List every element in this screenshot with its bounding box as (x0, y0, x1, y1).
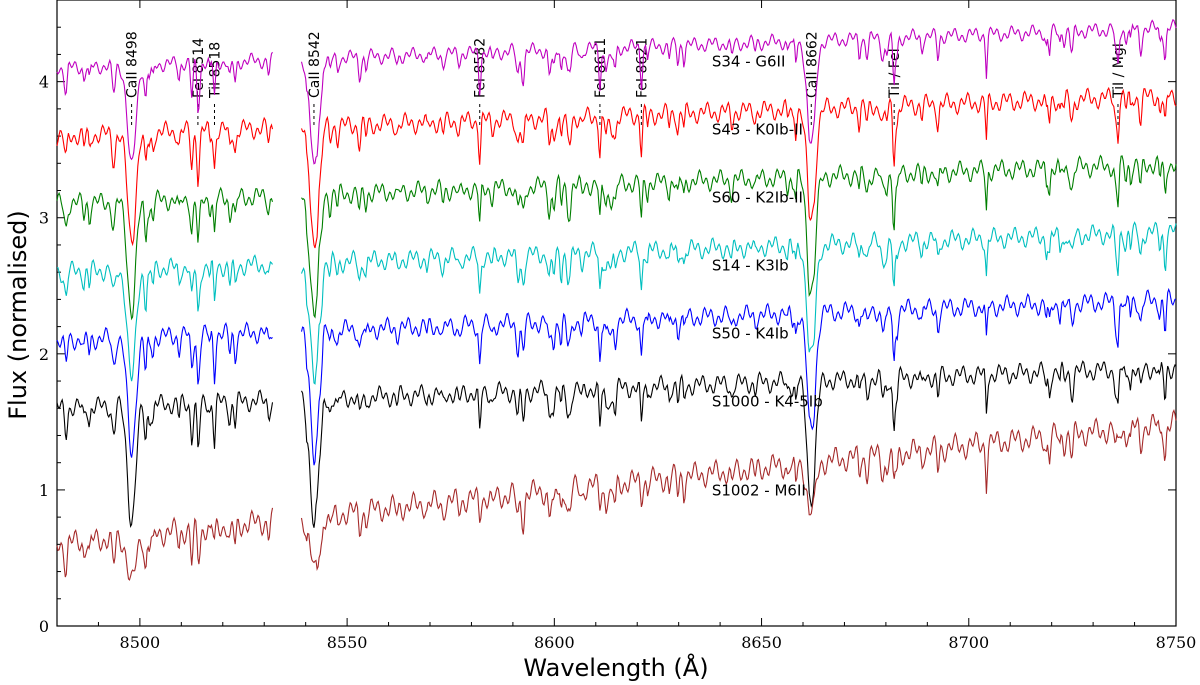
x-tick-label: 8500 (120, 633, 161, 652)
spectrum-line (300, 287, 1177, 466)
spectrum-line (56, 507, 274, 581)
spectrum-line (56, 51, 273, 161)
spectrum-line (56, 254, 273, 382)
x-tick-label: 8650 (741, 633, 782, 652)
series-label: S43 - K0Ib-II (712, 120, 803, 138)
spectrum-line (300, 221, 1177, 385)
x-tick-label: 8750 (1156, 633, 1197, 652)
spectrum-line (301, 154, 1177, 319)
spectrum-line (56, 116, 274, 247)
spectrum-line (300, 408, 1177, 572)
y-tick-label: 3 (39, 209, 49, 228)
y-axis-title: Flux (normalised) (4, 210, 32, 420)
plot-frame (56, 0, 1177, 627)
line-markers: CaII 8498 FeI 8514 TiI 8518 CaII 8542 FeI 85… (125, 31, 1127, 128)
x-tick-label: 8600 (534, 633, 575, 652)
series-label: S1000 - K4-5Ib (712, 393, 823, 411)
y-tick-label: 4 (39, 73, 49, 92)
spectrum-line (56, 321, 273, 458)
x-axis-title: Wavelength (Å) (523, 653, 708, 682)
line-marker-label: CaII 8542 (307, 31, 323, 98)
spectrum-line (56, 186, 274, 321)
x-tick-label: 8700 (948, 633, 989, 652)
series-label: S14 - K3Ib (712, 257, 789, 275)
series-label: S34 - G6II (712, 52, 786, 70)
y-tick-label: 1 (39, 481, 49, 500)
line-marker-label: CaII 8498 (125, 31, 141, 98)
axis-ticks: 8500 8550 8600 8650 8700 8750 0 1 2 3 4 (39, 0, 1197, 652)
y-tick-label: 0 (39, 617, 49, 636)
series-label: S60 - K2Ib-II (712, 188, 803, 206)
line-marker-label: FeI 8514 (191, 38, 207, 98)
line-marker-label: TiI / MgI (1111, 43, 1127, 99)
line-marker-label: TiI 8518 (207, 42, 223, 99)
spectra-series: S34 - G6II S43 - K0Ib-II S60 - K2Ib-II S14 … (56, 18, 1177, 581)
series-label: S50 - K4Ib (712, 325, 789, 343)
line-marker-label: CaII 8662 (804, 31, 820, 98)
spectrum-line (300, 18, 1177, 165)
series-label: S1002 - M6II (712, 481, 806, 499)
x-tick-label: 8550 (327, 633, 368, 652)
spectrum-line (300, 86, 1177, 249)
y-tick-label: 2 (39, 345, 49, 364)
spectrum-line (301, 360, 1177, 528)
spectrum-line (56, 389, 274, 529)
